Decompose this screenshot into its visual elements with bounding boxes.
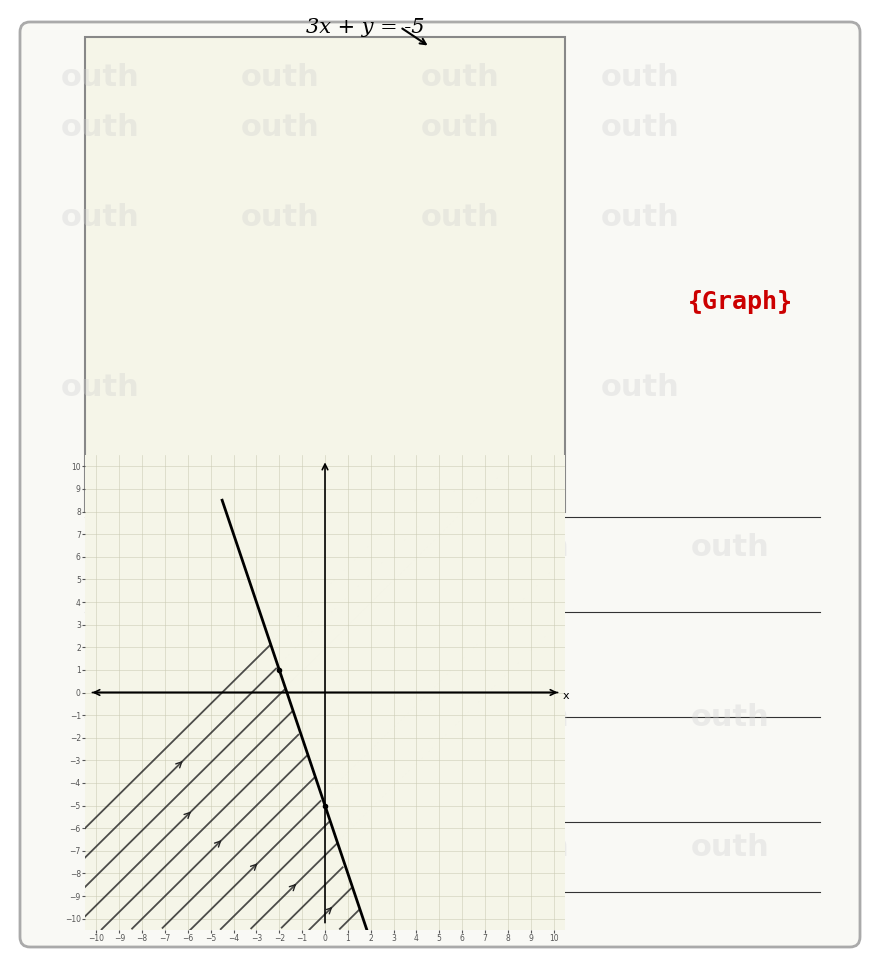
Text: outh: outh <box>291 833 369 862</box>
Text: outh: outh <box>91 702 169 731</box>
Text: outh: outh <box>420 63 500 92</box>
Text: outh: outh <box>61 372 139 401</box>
FancyBboxPatch shape <box>20 22 860 947</box>
Text: line  is  answer.: line is answer. <box>95 759 240 778</box>
Text: outh: outh <box>91 833 169 862</box>
Text: outh: outh <box>491 702 569 731</box>
Text: The  shaded  area  is  the  solution.: The shaded area is the solution. <box>95 547 426 567</box>
Text: outh: outh <box>91 533 169 562</box>
Text: outh: outh <box>601 202 679 231</box>
Text: outh: outh <box>291 702 369 731</box>
Text: outh: outh <box>691 702 769 731</box>
Text: the  line.  The  area  below  the  solid: the line. The area below the solid <box>95 689 444 709</box>
Text: outh: outh <box>241 112 320 141</box>
Text: outh: outh <box>491 833 569 862</box>
Text: outh: outh <box>691 833 769 862</box>
Text: x: x <box>563 691 569 701</box>
Text: outh: outh <box>420 202 500 231</box>
Text: outh: outh <box>61 112 139 141</box>
Text: outh: outh <box>691 533 769 562</box>
Text: outh: outh <box>241 63 320 92</box>
Text: outh: outh <box>61 63 139 92</box>
Text: outh: outh <box>241 202 320 231</box>
Text: outh: outh <box>491 533 569 562</box>
Text: {Graph}: {Graph} <box>687 290 793 314</box>
Text: outh: outh <box>601 112 679 141</box>
Text: outh: outh <box>601 372 679 401</box>
Bar <box>85 37 565 512</box>
Text: outh: outh <box>420 112 500 141</box>
Text: outh: outh <box>61 202 139 231</box>
Text: 3x + y = -5: 3x + y = -5 <box>306 18 425 37</box>
Text: outh: outh <box>291 533 369 562</box>
Text: outh: outh <box>601 63 679 92</box>
Text: Use    (-2,1)  and   (0,-5)  to  graph: Use (-2,1) and (0,-5) to graph <box>95 620 419 638</box>
